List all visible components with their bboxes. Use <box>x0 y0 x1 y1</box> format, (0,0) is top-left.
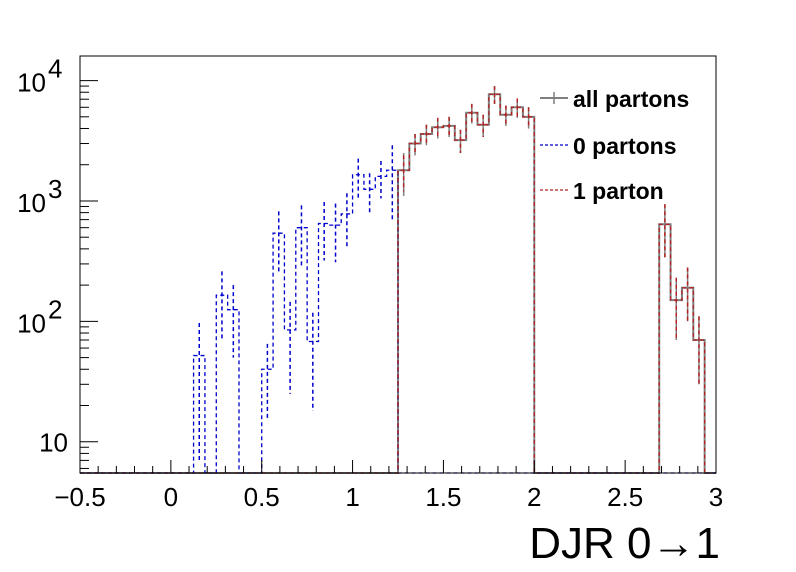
legend-label: 1 parton <box>573 178 664 204</box>
x-tick-label: 2 <box>527 482 541 512</box>
y-tick-label: 10 <box>17 188 46 218</box>
y-tick-label: 10 <box>17 308 46 338</box>
y-tick-label: 10 <box>17 68 46 98</box>
x-tick-label: 0 <box>164 482 178 512</box>
y-tick-exponent: 3 <box>48 174 62 204</box>
y-tick-exponent: 4 <box>48 54 62 84</box>
x-axis-title: DJR 0→1 <box>529 519 720 568</box>
x-tick-label: 2.5 <box>607 482 643 512</box>
x-tick-label: 3 <box>709 482 723 512</box>
x-tick-label: −0.5 <box>54 482 105 512</box>
plot-frame <box>79 55 717 474</box>
x-tick-label: 0.5 <box>244 482 280 512</box>
legend: all partons 0 partons 1 parton <box>540 86 689 204</box>
y-tick-exponent: 2 <box>48 294 62 324</box>
x-tick-label: 1 <box>345 482 359 512</box>
x-tick-label: 1.5 <box>425 482 461 512</box>
y-tick-label: 10 <box>39 428 68 458</box>
legend-label: all partons <box>573 86 689 112</box>
legend-label: 0 partons <box>573 133 677 159</box>
x-axis: −0.5 0 0.5 1 1.5 2 2.5 3 <box>54 460 723 512</box>
